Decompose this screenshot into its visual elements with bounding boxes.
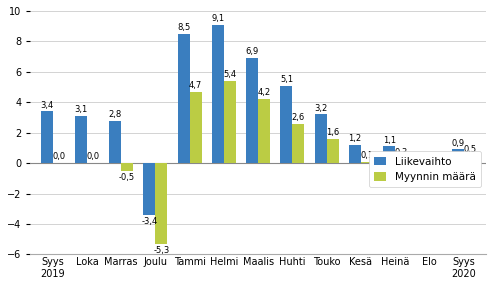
Text: 5,4: 5,4 [223,70,237,79]
Text: -5,3: -5,3 [153,246,170,255]
Text: 0,0: 0,0 [52,152,65,161]
Bar [395,159,407,163]
Text: 0,9: 0,9 [451,139,464,148]
Bar [452,150,464,163]
Text: -0,4: -0,4 [427,171,444,180]
Text: 1,6: 1,6 [326,128,339,137]
Bar [177,34,190,163]
Text: 3,4: 3,4 [40,101,53,109]
Text: 0,0: 0,0 [86,152,100,161]
Bar [418,163,429,165]
Text: 0,3: 0,3 [394,148,408,157]
Text: 0,5: 0,5 [463,145,476,154]
Bar [143,163,155,215]
Text: 9,1: 9,1 [211,14,224,23]
Text: 4,2: 4,2 [258,88,271,97]
Text: 1,1: 1,1 [383,136,396,145]
Bar [121,163,133,171]
Bar [361,162,373,163]
Text: -0,1: -0,1 [416,167,431,175]
Bar [327,139,339,163]
Bar [258,99,270,163]
Text: 4,7: 4,7 [189,81,202,90]
Text: 1,2: 1,2 [349,134,361,143]
Text: 5,1: 5,1 [280,75,293,84]
Text: 2,6: 2,6 [292,113,305,122]
Text: 2,8: 2,8 [108,110,122,119]
Text: 6,9: 6,9 [246,47,259,56]
Bar [349,145,361,163]
Bar [464,156,476,163]
Text: 3,1: 3,1 [74,105,88,114]
Text: -0,5: -0,5 [119,173,135,181]
Bar [281,85,292,163]
Bar [429,163,442,169]
Bar [315,114,327,163]
Bar [292,123,305,163]
Bar [246,58,258,163]
Bar [40,111,53,163]
Legend: Liikevaihto, Myynnin määrä: Liikevaihto, Myynnin määrä [369,151,481,187]
Bar [109,120,121,163]
Bar [383,147,395,163]
Bar [190,92,202,163]
Bar [212,25,224,163]
Text: 3,2: 3,2 [314,104,327,112]
Bar [155,163,168,244]
Bar [75,116,87,163]
Bar [224,81,236,163]
Text: -3,4: -3,4 [141,217,158,226]
Text: 8,5: 8,5 [177,23,190,32]
Text: 0,1: 0,1 [360,151,374,160]
